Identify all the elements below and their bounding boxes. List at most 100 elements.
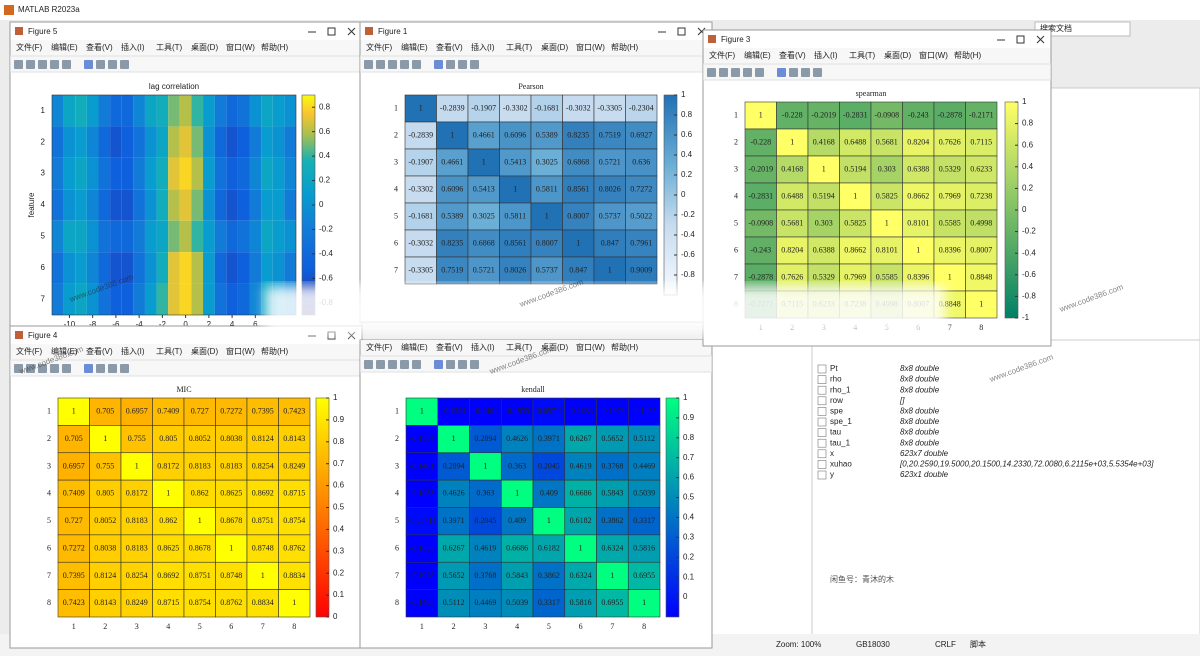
toolbar-button[interactable] [50,364,59,373]
toolbar-button[interactable] [470,360,479,369]
variable-name[interactable]: tau [830,428,841,437]
menu-item[interactable]: 桌面(D) [191,42,218,52]
menu-item[interactable]: 查看(V) [86,346,113,356]
variable-value[interactable]: 623x1 double [900,470,949,479]
variable-icon[interactable] [817,407,827,416]
menu-item[interactable]: 编辑(E) [744,50,771,60]
toolbar-button[interactable] [376,360,385,369]
menu-item[interactable]: 插入(I) [814,50,838,60]
variable-icon[interactable] [817,470,827,480]
menu-item[interactable]: 文件(F) [16,42,43,52]
menu-item[interactable]: 帮助(H) [954,50,981,60]
variable-name[interactable]: Pt [830,364,838,373]
toolbar-button[interactable] [96,364,105,373]
toolbar-button[interactable] [743,68,752,77]
variable-value[interactable]: 8x8 double [900,417,940,426]
menu-item[interactable]: 文件(F) [16,346,43,356]
menu-item[interactable]: 插入(I) [471,42,495,52]
variable-name[interactable]: xuhao [830,460,852,469]
menu-item[interactable]: 窗口(W) [919,50,948,60]
menu-item[interactable]: 查看(V) [86,42,113,52]
menu-item[interactable]: 文件(F) [366,342,393,352]
maximize-button[interactable] [327,27,336,36]
menu-item[interactable]: 插入(I) [121,346,145,356]
toolbar-button[interactable] [62,60,71,69]
toolbar-button[interactable] [719,68,728,77]
toolbar-button[interactable] [84,364,93,373]
toolbar-button[interactable] [755,68,764,77]
toolbar-button[interactable] [777,68,786,77]
menu-item[interactable]: 桌面(D) [191,346,218,356]
menu-item[interactable]: 文件(F) [709,50,736,60]
toolbar-button[interactable] [458,60,467,69]
maximize-button[interactable] [677,27,686,36]
variable-icon[interactable] [817,375,827,384]
menu-item[interactable]: 窗口(W) [576,342,605,352]
toolbar-button[interactable] [801,68,810,77]
menu-item[interactable]: 插入(I) [471,342,495,352]
menu-item[interactable]: 桌面(D) [541,342,568,352]
variable-value[interactable]: 8x8 double [900,428,940,437]
menu-item[interactable]: 工具(T) [156,43,183,52]
toolbar-button[interactable] [26,364,35,373]
variable-name[interactable]: spe_1 [830,417,852,426]
menu-item[interactable]: 工具(T) [849,51,876,60]
menu-item[interactable]: 查看(V) [436,342,463,352]
toolbar-button[interactable] [120,364,129,373]
toolbar-button[interactable] [108,364,117,373]
variable-icon[interactable] [817,417,827,427]
variable-icon[interactable] [817,396,827,406]
menu-item[interactable]: 窗口(W) [576,42,605,52]
variable-name[interactable]: spe [830,407,843,416]
toolbar-button[interactable] [26,60,35,69]
menu-item[interactable]: 桌面(D) [884,50,911,60]
variable-icon[interactable] [817,449,827,459]
variable-name[interactable]: y [830,470,834,479]
toolbar-button[interactable] [84,60,93,69]
toolbar-button[interactable] [458,360,467,369]
toolbar-button[interactable] [96,60,105,69]
variable-icon[interactable] [817,438,827,448]
menu-item[interactable]: 窗口(W) [226,42,255,52]
variable-value[interactable]: 8x8 double [900,375,940,384]
toolbar-button[interactable] [120,60,129,69]
variable-value[interactable]: 8x8 double [900,407,940,416]
menu-item[interactable]: 工具(T) [506,43,533,52]
close-button[interactable] [1036,35,1045,44]
toolbar-button[interactable] [412,60,421,69]
toolbar-button[interactable] [412,360,421,369]
variable-value[interactable]: 8x8 double [900,438,940,447]
menu-item[interactable]: 帮助(H) [611,42,638,52]
toolbar-button[interactable] [14,60,23,69]
variable-value[interactable]: [] [899,396,905,405]
menu-item[interactable]: 查看(V) [436,42,463,52]
toolbar-button[interactable] [364,60,373,69]
toolbar-button[interactable] [388,60,397,69]
variable-name[interactable]: row [830,396,843,405]
toolbar-button[interactable] [446,360,455,369]
variable-icon[interactable] [817,385,827,395]
variable-value[interactable]: 8x8 double [900,364,940,373]
maximize-button[interactable] [1016,35,1025,44]
search-placeholder[interactable]: 搜索文档 [1040,23,1072,33]
toolbar-button[interactable] [50,60,59,69]
toolbar-button[interactable] [813,68,822,77]
menu-item[interactable]: 文件(F) [366,42,393,52]
menu-item[interactable]: 编辑(E) [401,342,428,352]
variable-name[interactable]: rho [830,375,842,384]
menu-item[interactable]: 编辑(E) [51,42,78,52]
menu-item[interactable]: 编辑(E) [51,346,78,356]
toolbar-button[interactable] [731,68,740,77]
menu-item[interactable]: 查看(V) [779,50,806,60]
toolbar-button[interactable] [707,68,716,77]
menu-item[interactable]: 工具(T) [156,347,183,356]
menu-item[interactable]: 帮助(H) [261,42,288,52]
close-button[interactable] [347,27,356,36]
menu-item[interactable]: 窗口(W) [226,346,255,356]
menu-item[interactable]: 桌面(D) [541,42,568,52]
variable-name[interactable]: rho_1 [830,385,851,394]
toolbar-button[interactable] [470,60,479,69]
menu-item[interactable]: 帮助(H) [611,342,638,352]
toolbar-button[interactable] [14,364,23,373]
variable-value[interactable]: [0,20.2590,19.5000,20.1500,14.2330,72.00… [899,460,1154,469]
